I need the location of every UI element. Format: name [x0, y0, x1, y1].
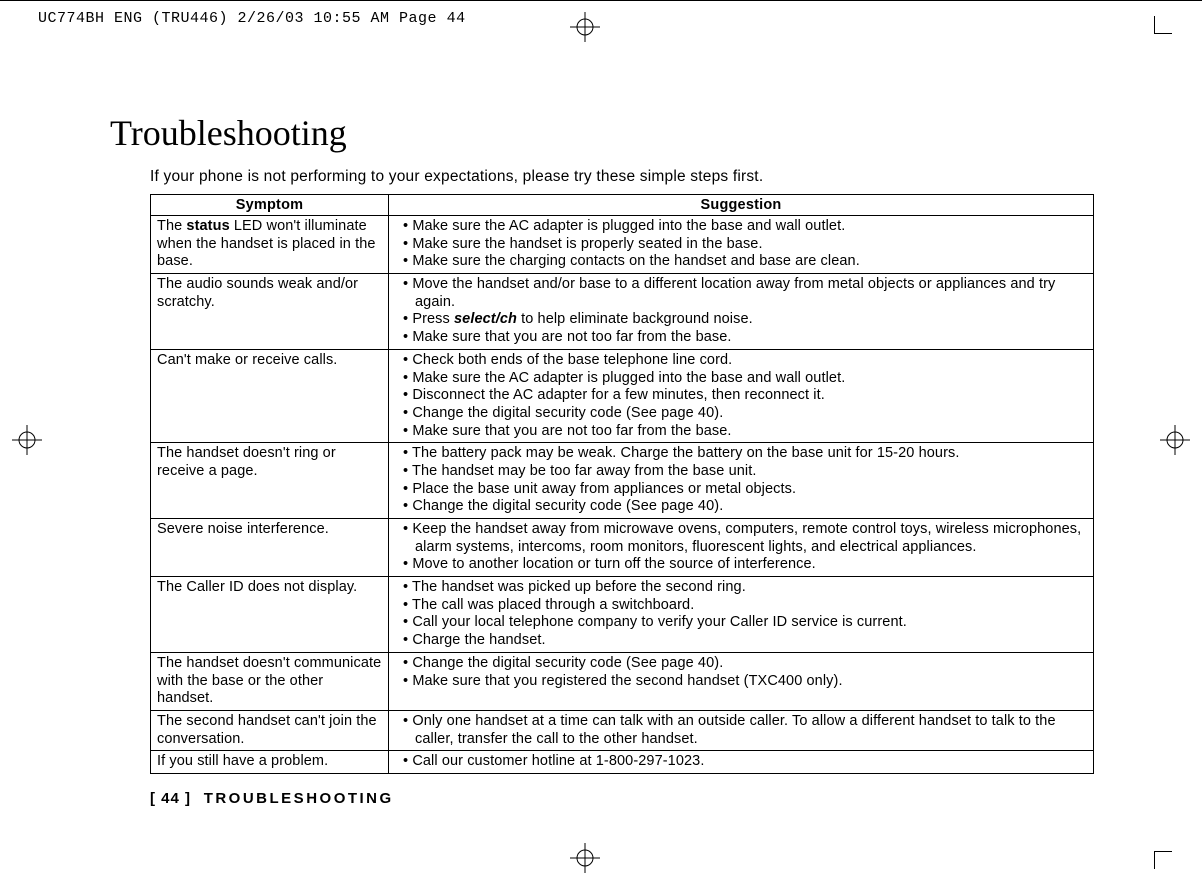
suggestion-cell: The battery pack may be weak. Charge the… — [389, 443, 1094, 519]
suggestion-item: The call was placed through a switchboar… — [395, 597, 1087, 615]
symptom-cell: Can't make or receive calls. — [151, 349, 389, 442]
troubleshooting-table: Symptom Suggestion The status LED won't … — [150, 194, 1094, 774]
suggestion-cell: The handset was picked up before the sec… — [389, 577, 1094, 653]
suggestion-item: Keep the handset away from microwave ove… — [395, 521, 1087, 556]
suggestion-list: Keep the handset away from microwave ove… — [395, 521, 1087, 574]
col-header-suggestion: Suggestion — [389, 195, 1094, 216]
symptom-cell: If you still have a problem. — [151, 751, 389, 774]
registration-mark-left — [12, 425, 42, 455]
suggestion-item: Change the digital security code (See pa… — [395, 498, 1087, 516]
suggestion-item: Move the handset and/or base to a differ… — [395, 276, 1087, 311]
print-slug: UC774BH ENG (TRU446) 2/26/03 10:55 AM Pa… — [38, 10, 466, 27]
key-name: select/ch — [454, 311, 517, 327]
suggestion-cell: Make sure the AC adapter is plugged into… — [389, 216, 1094, 274]
suggestion-list: Only one handset at a time can talk with… — [395, 713, 1087, 748]
suggestion-item: Make sure that you registered the second… — [395, 673, 1087, 691]
symptom-cell: The Caller ID does not display. — [151, 577, 389, 653]
suggestion-item: The handset was picked up before the sec… — [395, 579, 1087, 597]
table-row: The status LED won't illuminate when the… — [151, 216, 1094, 274]
suggestion-cell: Check both ends of the base telephone li… — [389, 349, 1094, 442]
symptom-cell: The handset doesn't communicate with the… — [151, 652, 389, 710]
table-row: The handset doesn't ring or receive a pa… — [151, 443, 1094, 519]
crop-mark-br — [1154, 851, 1172, 869]
suggestion-item: The battery pack may be weak. Charge the… — [395, 445, 1087, 463]
table-row: Severe noise interference.Keep the hands… — [151, 519, 1094, 577]
page-number: [ 44 ] — [150, 790, 191, 807]
table-row: The Caller ID does not display. The hands… — [151, 577, 1094, 653]
table-row: The audio sounds weak and/or scratchy.Mo… — [151, 274, 1094, 350]
registration-mark-right — [1160, 425, 1190, 455]
header-rule — [0, 0, 1202, 1]
symptom-cell: The status LED won't illuminate when the… — [151, 216, 389, 274]
page-title: Troubleshooting — [110, 112, 1100, 154]
suggestion-item: Disconnect the AC adapter for a few minu… — [395, 387, 1087, 405]
suggestion-cell: Keep the handset away from microwave ove… — [389, 519, 1094, 577]
suggestion-cell: Only one handset at a time can talk with… — [389, 710, 1094, 750]
table-row: If you still have a problem. Call our cus… — [151, 751, 1094, 774]
suggestion-item: Change the digital security code (See pa… — [395, 405, 1087, 423]
suggestion-list: Change the digital security code (See pa… — [395, 655, 1087, 690]
suggestion-cell: Change the digital security code (See pa… — [389, 652, 1094, 710]
suggestion-item: Make sure the AC adapter is plugged into… — [395, 218, 1087, 236]
suggestion-list: The battery pack may be weak. Charge the… — [395, 445, 1087, 516]
crop-mark-tr — [1154, 16, 1172, 34]
registration-mark-top — [570, 12, 600, 42]
registration-mark-bottom — [570, 843, 600, 873]
table-row: The handset doesn't communicate with the… — [151, 652, 1094, 710]
suggestion-item: Charge the handset. — [395, 632, 1087, 650]
suggestion-item: Press select/ch to help eliminate backgr… — [395, 311, 1087, 329]
suggestion-item: Check both ends of the base telephone li… — [395, 352, 1087, 370]
suggestion-item: Make sure the charging contacts on the h… — [395, 253, 1087, 271]
table-row: The second handset can't join the conver… — [151, 710, 1094, 750]
intro-text: If your phone is not performing to your … — [150, 168, 1100, 186]
section-name: TROUBLESHOOTING — [204, 790, 394, 807]
suggestion-item: Place the base unit away from appliances… — [395, 481, 1087, 499]
page-footer: [ 44 ] TROUBLESHOOTING — [150, 790, 1100, 807]
suggestion-list: Make sure the AC adapter is plugged into… — [395, 218, 1087, 271]
symptom-cell: The second handset can't join the conver… — [151, 710, 389, 750]
table-row: Can't make or receive calls. Check both e… — [151, 349, 1094, 442]
suggestion-list: The handset was picked up before the sec… — [395, 579, 1087, 650]
suggestion-cell: Move the handset and/or base to a differ… — [389, 274, 1094, 350]
symptom-cell: The audio sounds weak and/or scratchy. — [151, 274, 389, 350]
symptom-cell: The handset doesn't ring or receive a pa… — [151, 443, 389, 519]
suggestion-item: Make sure the AC adapter is plugged into… — [395, 370, 1087, 388]
symptom-cell: Severe noise interference. — [151, 519, 389, 577]
suggestion-cell: Call our customer hotline at 1-800-297-1… — [389, 751, 1094, 774]
bold-term: status — [186, 218, 229, 234]
suggestion-list: Call our customer hotline at 1-800-297-1… — [395, 753, 1087, 771]
suggestion-list: Check both ends of the base telephone li… — [395, 352, 1087, 440]
suggestion-item: Call our customer hotline at 1-800-297-1… — [395, 753, 1087, 771]
suggestion-item: Make sure that you are not too far from … — [395, 329, 1087, 347]
suggestion-item: Make sure the handset is properly seated… — [395, 236, 1087, 254]
suggestion-item: Change the digital security code (See pa… — [395, 655, 1087, 673]
col-header-symptom: Symptom — [151, 195, 389, 216]
page-content: Troubleshooting If your phone is not per… — [110, 112, 1100, 807]
suggestion-item: Make sure that you are not too far from … — [395, 423, 1087, 441]
suggestion-item: Call your local telephone company to ver… — [395, 614, 1087, 632]
suggestion-item: The handset may be too far away from the… — [395, 463, 1087, 481]
suggestion-item: Move to another location or turn off the… — [395, 556, 1087, 574]
suggestion-list: Move the handset and/or base to a differ… — [395, 276, 1087, 347]
suggestion-item: Only one handset at a time can talk with… — [395, 713, 1087, 748]
